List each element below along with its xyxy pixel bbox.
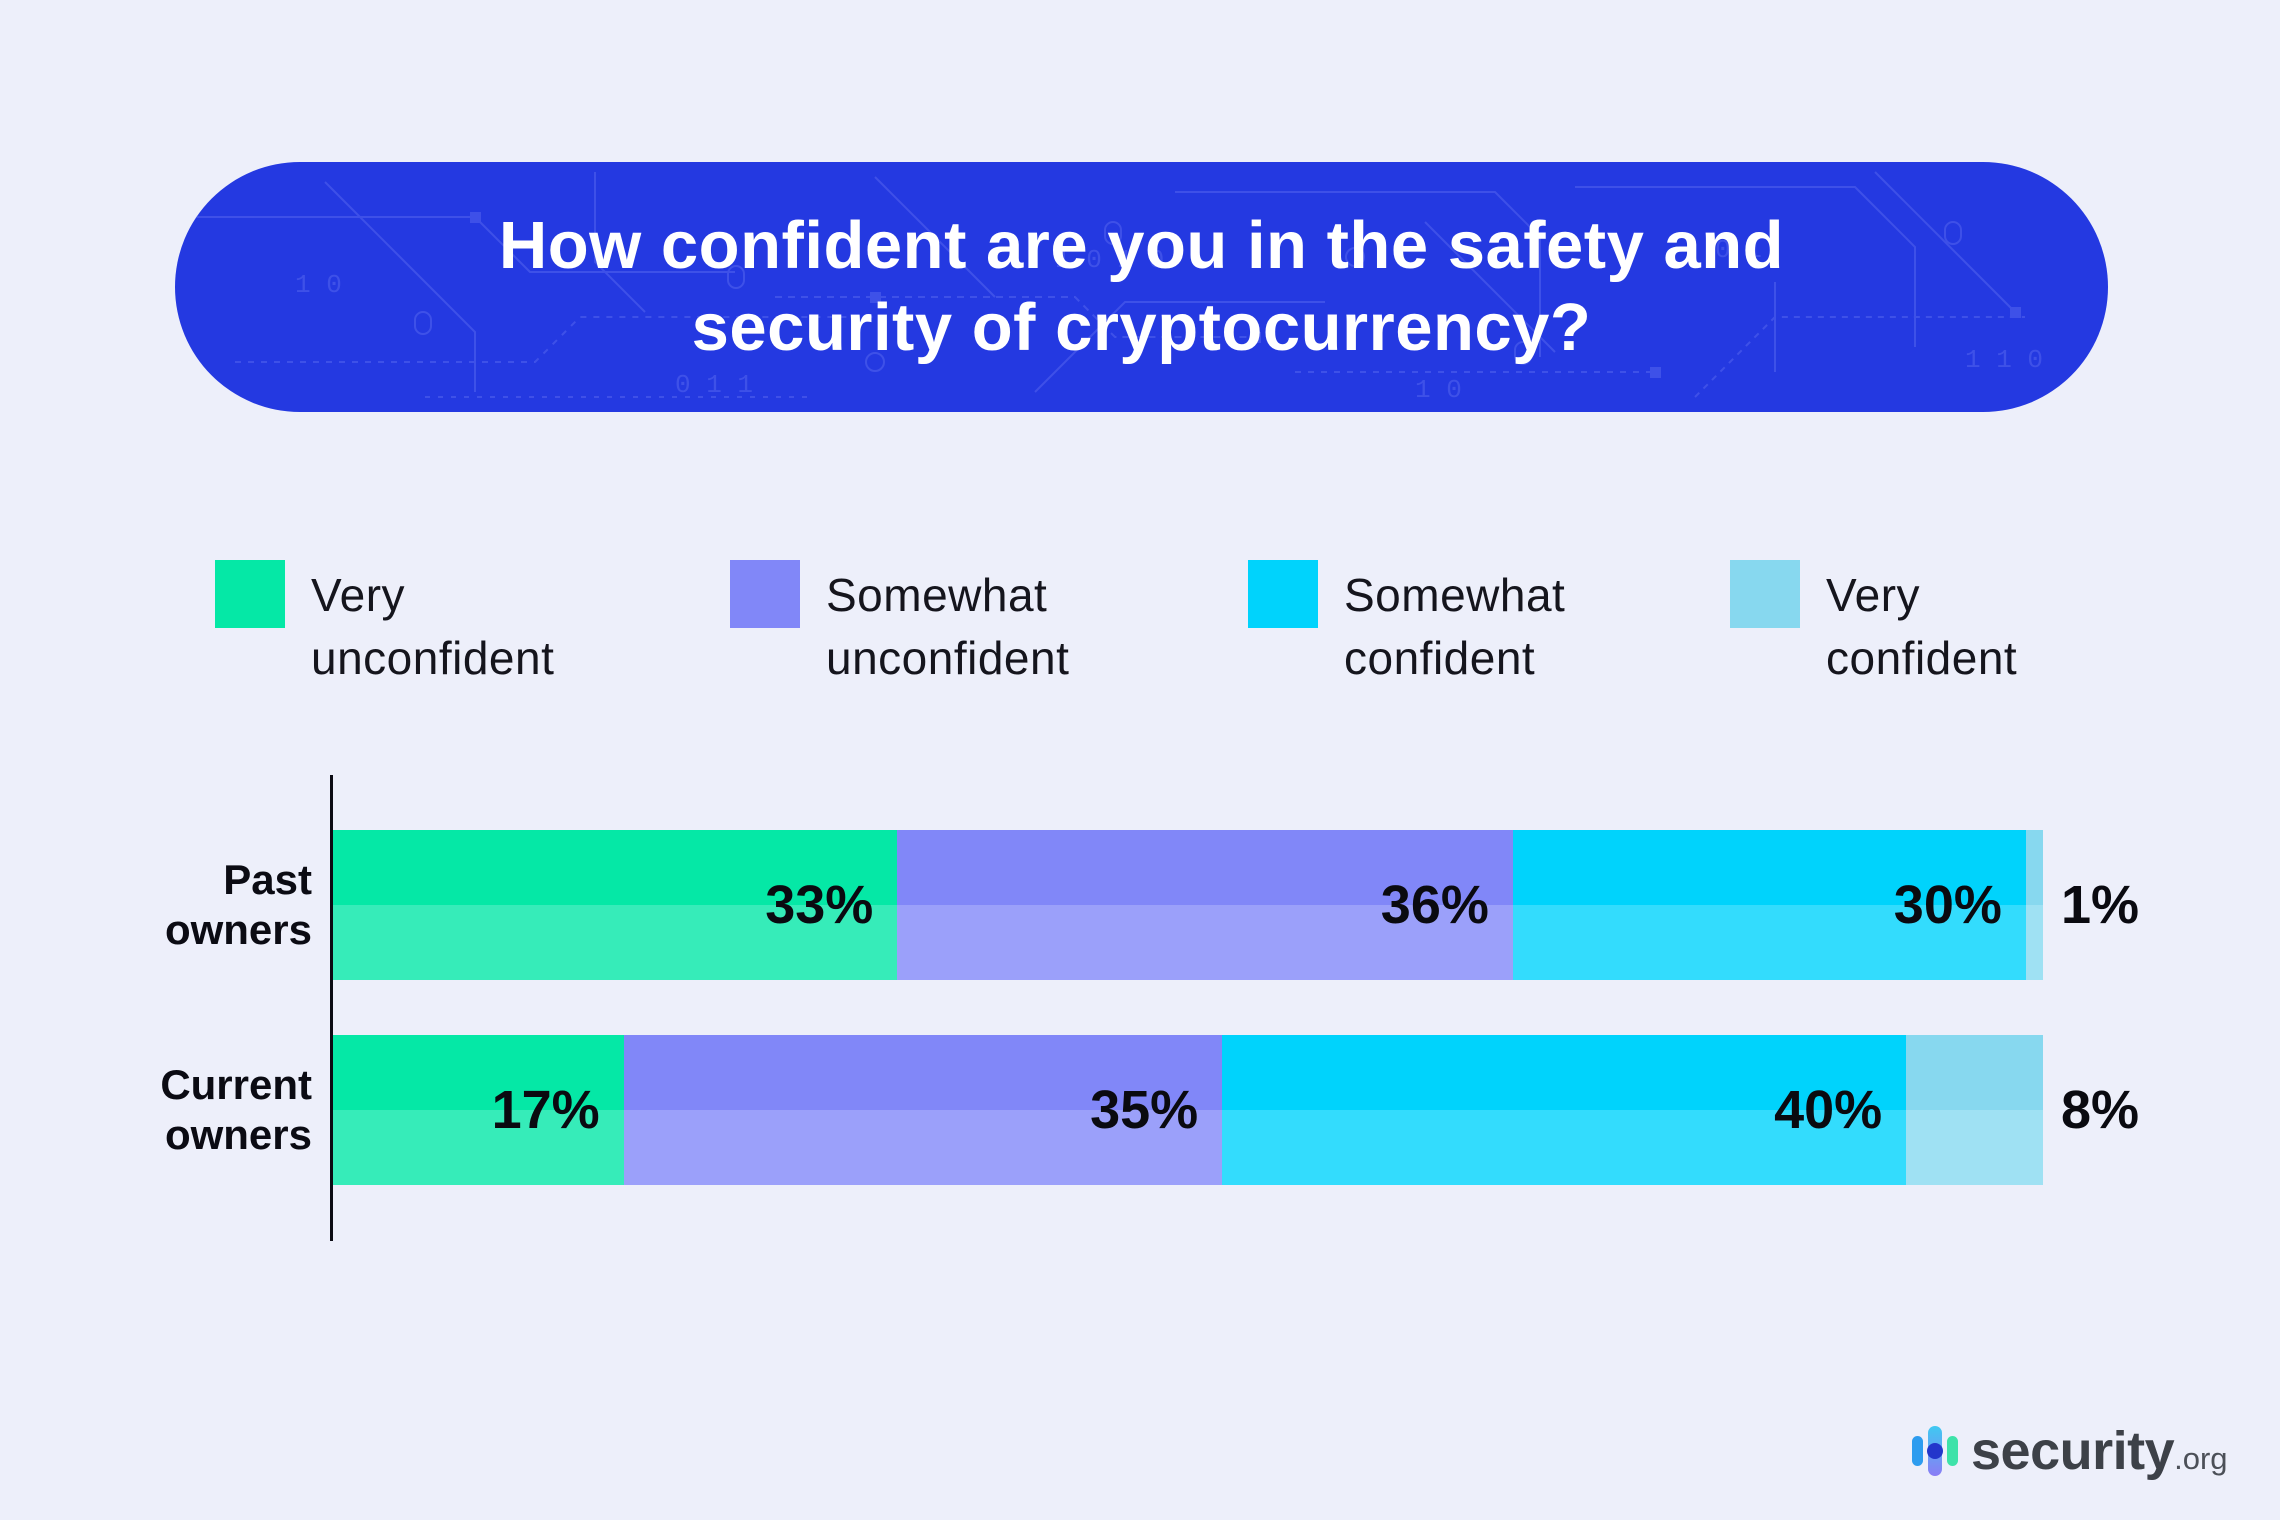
y-axis-line: [330, 775, 333, 1241]
bar-segment-very-unconfident: 33%: [333, 830, 898, 980]
row-label-current-owners: Current owners: [160, 1061, 312, 1158]
page-title-line1: How confident are you in the safety and: [498, 208, 1785, 283]
logo-tld-text: .org: [2174, 1441, 2228, 1476]
legend-item-somewhat-confident: Somewhat confident: [1248, 560, 1565, 690]
bar-row-current-owners: 17% 35% 40% 8%: [333, 1035, 2139, 1185]
logo-bar-left: [1912, 1436, 1923, 1466]
page-title: How confident are you in the safety and …: [175, 162, 2108, 412]
segment-value-label: 40%: [1774, 1080, 1883, 1140]
segment-value-label-outside: 1%: [2061, 875, 2140, 935]
legend-item-very-unconfident: Very unconfident: [215, 560, 554, 690]
bar-segment-very-confident: [2025, 830, 2043, 980]
bar-segment-somewhat-unconfident: 36%: [897, 830, 1513, 980]
svg-text:0 1 1: 0 1 1: [675, 370, 753, 400]
row-label-past-owners: Past owners: [164, 856, 312, 953]
svg-text:1 0: 1 0: [295, 270, 342, 300]
logo-wordmark: security.org: [1971, 1420, 2228, 1482]
svg-text:1 1 0: 1 1 0: [1965, 345, 2043, 375]
legend-item-somewhat-unconfident: Somewhat unconfident: [730, 560, 1069, 690]
segment-value-label: 30%: [1893, 875, 2002, 935]
svg-text:1 0 1 0: 1 0 1 0: [1055, 245, 1164, 275]
segment-value-label: 33%: [765, 875, 874, 935]
svg-text:0 1: 0 1: [1715, 235, 1762, 265]
legend-item-very-confident: Very confident: [1730, 560, 2017, 690]
legend-label: Somewhat confident: [1344, 569, 1566, 684]
legend-label: Very unconfident: [311, 569, 555, 684]
page-title-line2: security of cryptocurrency?: [691, 290, 1592, 365]
securityorg-logo: security.org: [1912, 1420, 2228, 1482]
legend-swatch: [1248, 560, 1318, 628]
logo-bar-middle: [1927, 1426, 1943, 1476]
title-banner: 1 0 0 1 1 1 0 1 0 1 0 0 1 1 1 0 How conf…: [175, 162, 2108, 412]
bar-segment-very-unconfident: 17%: [333, 1035, 624, 1185]
segment-value-label: 36%: [1380, 875, 1489, 935]
segment-value-label: 35%: [1090, 1080, 1199, 1140]
svg-text:1 0: 1 0: [1415, 375, 1462, 405]
securityorg-logo-icon: [1912, 1425, 1958, 1477]
bar-segment-very-confident: [1906, 1035, 2043, 1185]
legend-label: Somewhat unconfident: [826, 569, 1070, 684]
circuit-pattern: 1 0 0 1 1 1 0 1 0 1 0 0 1 1 1 0: [195, 171, 2043, 405]
bar-segment-somewhat-confident: 30%: [1512, 830, 2026, 980]
legend-swatch: [730, 560, 800, 628]
bar-row-past-owners: 33% 36% 30% 1%: [333, 830, 2139, 980]
bar-segment-somewhat-unconfident: 35%: [623, 1035, 1223, 1185]
logo-dot: [1927, 1443, 1943, 1459]
segment-value-label-outside: 8%: [2061, 1080, 2140, 1140]
logo-brand-text: security: [1971, 1421, 2175, 1481]
legend-label: Very confident: [1826, 569, 2018, 684]
legend-swatch: [215, 560, 285, 628]
bar-segment-somewhat-confident: 40%: [1222, 1035, 1907, 1185]
segment-value-label: 17%: [491, 1080, 600, 1140]
logo-bar-right: [1947, 1436, 1958, 1466]
legend-swatch: [1730, 560, 1800, 628]
